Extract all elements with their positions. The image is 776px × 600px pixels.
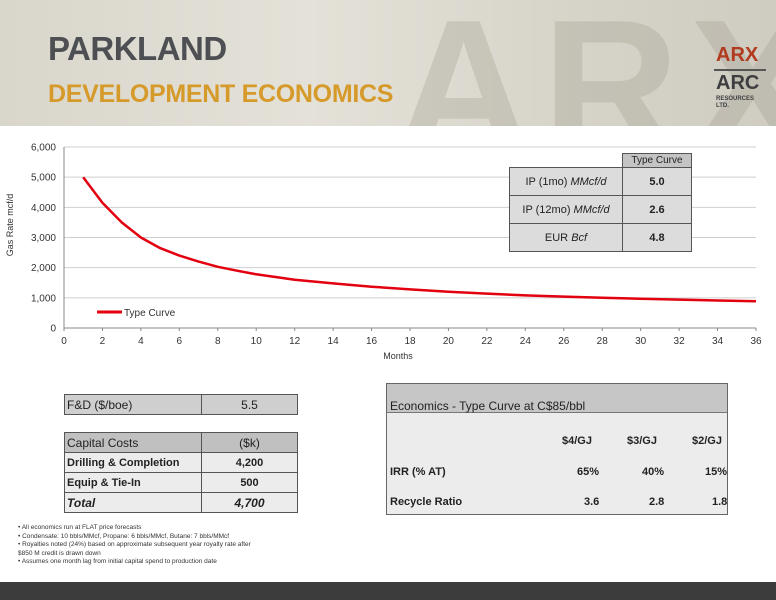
legend-label: Type Curve [124, 308, 176, 319]
capital-costs-row-value: 500 [201, 472, 298, 493]
capital-costs-total-label: Total [64, 492, 202, 513]
x-tick-label: 20 [443, 336, 455, 347]
x-tick-label: 14 [328, 336, 340, 347]
x-tick-label: 8 [215, 336, 221, 347]
x-tick-label: 28 [597, 336, 609, 347]
capital-costs-total-row: Total 4,700 [64, 492, 298, 513]
type-curve-table-header: Type Curve [509, 153, 692, 168]
economics-table: Economics - Type Curve at C$85/bbl $4/GJ… [386, 383, 728, 515]
x-tick-label: 2 [100, 336, 106, 347]
type-curve-row-value: 5.0 [622, 167, 692, 196]
fd-label: F&D ($/boe) [64, 394, 202, 415]
irr-value: 65% [577, 466, 600, 478]
x-tick-label: 10 [251, 336, 263, 347]
capital-costs-total-value: 4,700 [201, 492, 298, 513]
x-tick-label: 30 [635, 336, 647, 347]
irr-value: 40% [642, 466, 665, 478]
recycle-ratio-value: 3.6 [584, 496, 600, 508]
capital-costs-header: Capital Costs ($k) [64, 432, 298, 453]
type-curve-row-label: IP (1mo) MMcf/d [509, 167, 623, 196]
footnotes: • All economics run at FLAT price foreca… [18, 524, 251, 567]
x-tick-label: 18 [404, 336, 416, 347]
capital-costs-row-label: Equip & Tie-In [64, 472, 202, 493]
x-tick-label: 34 [712, 336, 724, 347]
footnote: $850 M credit is drawn down [18, 549, 101, 557]
y-axis-ticks: 0 1,000 2,000 3,000 4,000 5,000 6,000 [31, 143, 56, 335]
y-tick-label: 5,000 [31, 173, 56, 184]
footnote: • All economics run at FLAT price foreca… [18, 524, 142, 531]
type-curve-line [82, 176, 757, 303]
y-tick-label: 1,000 [31, 293, 56, 304]
economics-column-header: $2/GJ [692, 435, 722, 447]
x-tick-label: 4 [138, 336, 144, 347]
type-curve-column-header: Type Curve [622, 153, 692, 168]
type-curve-row-value: 4.8 [622, 223, 692, 252]
x-tick-label: 26 [558, 336, 570, 347]
y-tick-label: 3,000 [31, 233, 56, 244]
logo-top-text: ARX [716, 44, 759, 66]
slide-header: ARX PARKLAND DEVELOPMENT ECONOMICS ARX A… [0, 0, 776, 126]
footer-bar [0, 582, 776, 600]
x-axis-label: Months [383, 351, 413, 361]
x-tick-label: 32 [674, 336, 686, 347]
x-axis-ticks: 0 2 4 6 8 10 12 14 16 18 20 22 24 26 28 30 32 34 36 [61, 328, 762, 347]
recycle-ratio-value: 2.8 [649, 496, 665, 508]
chart-series [82, 176, 757, 303]
type-curve-row-ip1: IP (1mo) MMcf/d 5.0 [509, 167, 692, 196]
economics-column-header: $4/GJ [562, 435, 592, 447]
x-tick-label: 16 [366, 336, 378, 347]
x-tick-label: 6 [177, 336, 183, 347]
footnote: • Condensate: 10 bbls/MMcf, Propane: 6 b… [18, 532, 230, 540]
capital-costs-row: Drilling & Completion 4,200 [64, 452, 298, 473]
recycle-ratio-label: Recycle Ratio [390, 496, 463, 508]
irr-label: IRR (% AT) [390, 466, 446, 478]
slide-title: PARKLAND [48, 30, 227, 67]
y-tick-label: 0 [50, 324, 56, 335]
fd-row: F&D ($/boe) 5.5 [64, 394, 298, 415]
type-curve-row-label: IP (12mo) MMcf/d [509, 195, 623, 224]
recycle-ratio-value: 1.8 [712, 496, 728, 508]
capital-costs-row-label: Drilling & Completion [64, 452, 202, 473]
y-axis-label: Gas Rate mcf/d [5, 194, 15, 257]
type-curve-row-value: 2.6 [622, 195, 692, 224]
economics-title: Economics - Type Curve at C$85/bbl [390, 399, 586, 413]
x-tick-label: 36 [750, 336, 762, 347]
type-curve-row-label: EUR Bcf [509, 223, 623, 252]
y-tick-label: 4,000 [31, 203, 56, 214]
x-tick-label: 12 [289, 336, 301, 347]
y-tick-label: 2,000 [31, 263, 56, 274]
capital-costs-row-value: 4,200 [201, 452, 298, 473]
type-curve-row-ip12: IP (12mo) MMcf/d 2.6 [509, 195, 692, 224]
fd-value: 5.5 [201, 394, 298, 415]
background-watermark: ARX [395, 0, 776, 126]
type-curve-table: Type Curve IP (1mo) MMcf/d 5.0 IP (12mo)… [509, 153, 692, 252]
type-curve-table-corner [509, 153, 623, 168]
y-tick-label: 6,000 [31, 143, 56, 154]
x-tick-label: 24 [520, 336, 532, 347]
x-tick-label: 0 [61, 336, 67, 347]
logo-main-text: ARC [716, 72, 760, 94]
capital-costs-row: Equip & Tie-In 500 [64, 472, 298, 493]
capital-costs-title: Capital Costs [64, 432, 202, 453]
x-tick-label: 22 [481, 336, 493, 347]
slide-subtitle: DEVELOPMENT ECONOMICS [48, 80, 394, 108]
economics-column-header: $3/GJ [627, 435, 657, 447]
economics-header: Economics - Type Curve at C$85/bbl [387, 384, 727, 413]
fd-table: F&D ($/boe) 5.5 [64, 394, 298, 415]
capital-costs-table: Capital Costs ($k) Drilling & Completion… [64, 432, 298, 513]
logo-small-text: RESOURCES LTD. [716, 96, 755, 109]
type-curve-row-eur: EUR Bcf 4.8 [509, 223, 692, 252]
footnote: • Royalties noted (24%) based on approxi… [18, 541, 251, 549]
irr-value: 15% [705, 466, 728, 478]
arc-resources-logo: ARX ARC RESOURCES LTD. [706, 42, 772, 118]
logo-divider [714, 69, 766, 71]
footnote: • Assumes one month lag from initial cap… [18, 558, 217, 566]
capital-costs-unit: ($k) [201, 432, 298, 453]
